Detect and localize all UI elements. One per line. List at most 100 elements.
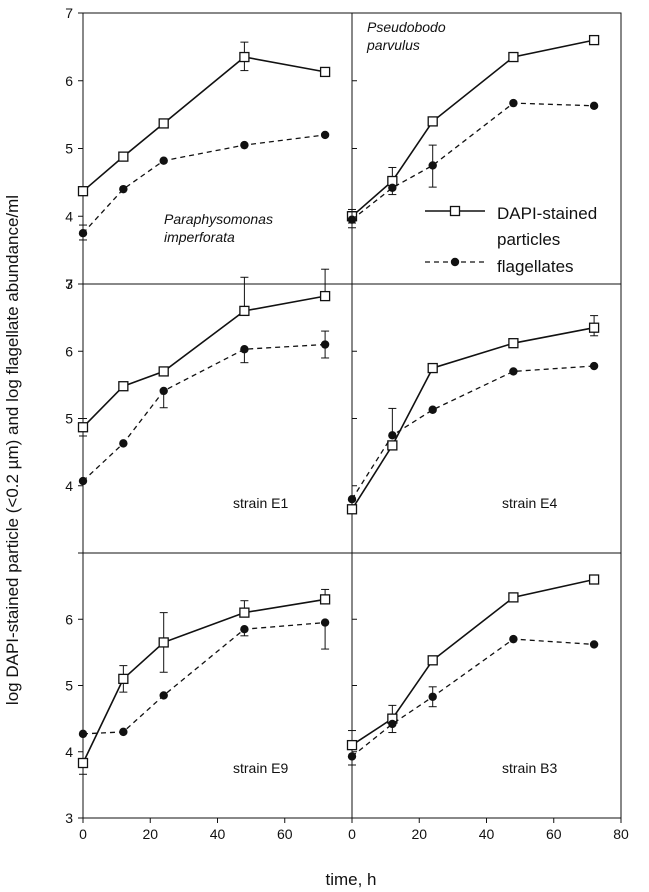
y-tick-label: 3 (65, 810, 73, 826)
flagellate-marker (388, 431, 397, 440)
y-axis-title: log DAPI-stained particle (<0.2 µm) and … (3, 195, 22, 705)
flagellate-marker (589, 640, 599, 649)
flagellate-marker (119, 727, 128, 737)
dapi-marker (588, 322, 600, 333)
dapi-line (351, 39, 595, 217)
dapi-marker (508, 338, 519, 349)
dapi-line (351, 326, 595, 510)
x-tick-label: 80 (613, 826, 629, 842)
dapi-marker (77, 757, 89, 769)
x-tick-label: 40 (479, 826, 495, 842)
x-tick-label: 60 (546, 826, 562, 842)
flagellate-marker (240, 140, 249, 150)
flagellate-marker (320, 130, 330, 140)
series-flagellates (78, 330, 330, 486)
dapi-marker (239, 607, 250, 618)
dapi-marker (427, 655, 438, 666)
y-tick-label: 5 (65, 678, 73, 694)
y-tick-label: 4 (65, 744, 73, 760)
flagellate-line (351, 365, 595, 500)
dapi-marker (158, 118, 169, 129)
flagellate-marker (509, 98, 518, 108)
y-tick-label: 6 (65, 611, 73, 627)
series-flagellates (347, 98, 599, 229)
flagellate-marker (509, 367, 518, 376)
panel-label: strain B3 (502, 760, 557, 776)
panel-label: imperforata (164, 229, 235, 245)
series-flagellates (78, 130, 330, 241)
y-tick-label: 7 (65, 276, 73, 292)
legend-marker (450, 257, 460, 267)
legend-marker (449, 205, 461, 217)
y-tick-label: 6 (65, 343, 73, 359)
dapi-marker (508, 592, 519, 603)
dapi-marker (427, 362, 438, 374)
dapi-marker (158, 637, 169, 648)
dapi-marker (319, 66, 331, 78)
x-tick-label: 0 (79, 826, 87, 842)
flagellate-marker (78, 228, 88, 238)
flagellate-marker (159, 156, 168, 165)
dapi-marker (118, 151, 129, 162)
flagellate-marker (589, 361, 599, 371)
flagellate-line (351, 102, 595, 221)
series-flagellates (347, 634, 599, 766)
panel-label: strain E9 (233, 760, 288, 776)
dapi-marker (427, 116, 438, 127)
y-tick-label: 5 (65, 411, 73, 427)
panel-middle-left: 4 5 6 7 strain E1 (65, 268, 353, 554)
x-tick-label: 0 (348, 826, 356, 842)
series-dapi-particles (77, 588, 331, 775)
y-tick-label: 3 (65, 276, 73, 292)
legend-entry-flagellates: flagellates (425, 257, 574, 276)
dapi-marker (77, 186, 89, 197)
dapi-marker (319, 290, 331, 302)
legend-entry-dapi: DAPI-stained particles (425, 204, 597, 249)
series-dapi-particles (77, 41, 331, 197)
flagellate-marker (78, 476, 88, 486)
series-flagellates (347, 361, 599, 504)
series-flagellates (78, 618, 330, 739)
series-dapi-particles (77, 268, 331, 437)
flagellate-marker (119, 439, 128, 448)
series-dapi-particles (346, 315, 600, 515)
panel-top-left: 3 4 5 6 7 Paraphysomonas imperforata (65, 5, 353, 292)
panel-frame (351, 552, 622, 819)
dapi-marker (319, 594, 331, 605)
flagellate-marker (428, 161, 437, 170)
flagellate-marker (240, 345, 249, 354)
flagellate-marker (388, 183, 397, 192)
panel-middle-right: strain E4 (346, 283, 622, 554)
flagellate-marker (347, 215, 357, 224)
panel-frame (82, 283, 353, 554)
series-dapi-particles (346, 34, 600, 224)
flagellate-marker (159, 386, 168, 396)
flagellate-marker (589, 101, 599, 111)
y-tick-label: 7 (65, 5, 73, 21)
dapi-marker (77, 422, 89, 433)
dapi-marker (588, 34, 600, 46)
x-tick-label: 60 (277, 826, 293, 842)
y-tick-label: 5 (65, 141, 73, 157)
legend-label: flagellates (497, 257, 574, 276)
flagellate-marker (347, 495, 357, 504)
series-dapi-particles (346, 574, 600, 751)
flagellate-marker (428, 692, 437, 701)
dapi-marker (158, 366, 169, 377)
y-tick-label: 4 (65, 478, 73, 494)
x-tick-label: 40 (210, 826, 226, 842)
dapi-marker (346, 739, 358, 751)
legend: DAPI-stained particles flagellates (425, 204, 597, 276)
dapi-marker (588, 574, 600, 585)
flagellate-marker (320, 618, 330, 627)
dapi-marker (387, 440, 398, 451)
dapi-marker (118, 673, 129, 685)
dapi-marker (239, 305, 250, 317)
dapi-marker (118, 381, 129, 392)
x-tick-label: 20 (142, 826, 158, 842)
x-axis-title: time, h (325, 870, 376, 889)
flagellate-marker (509, 634, 518, 644)
panel-label: Pseudobodo (367, 19, 446, 35)
